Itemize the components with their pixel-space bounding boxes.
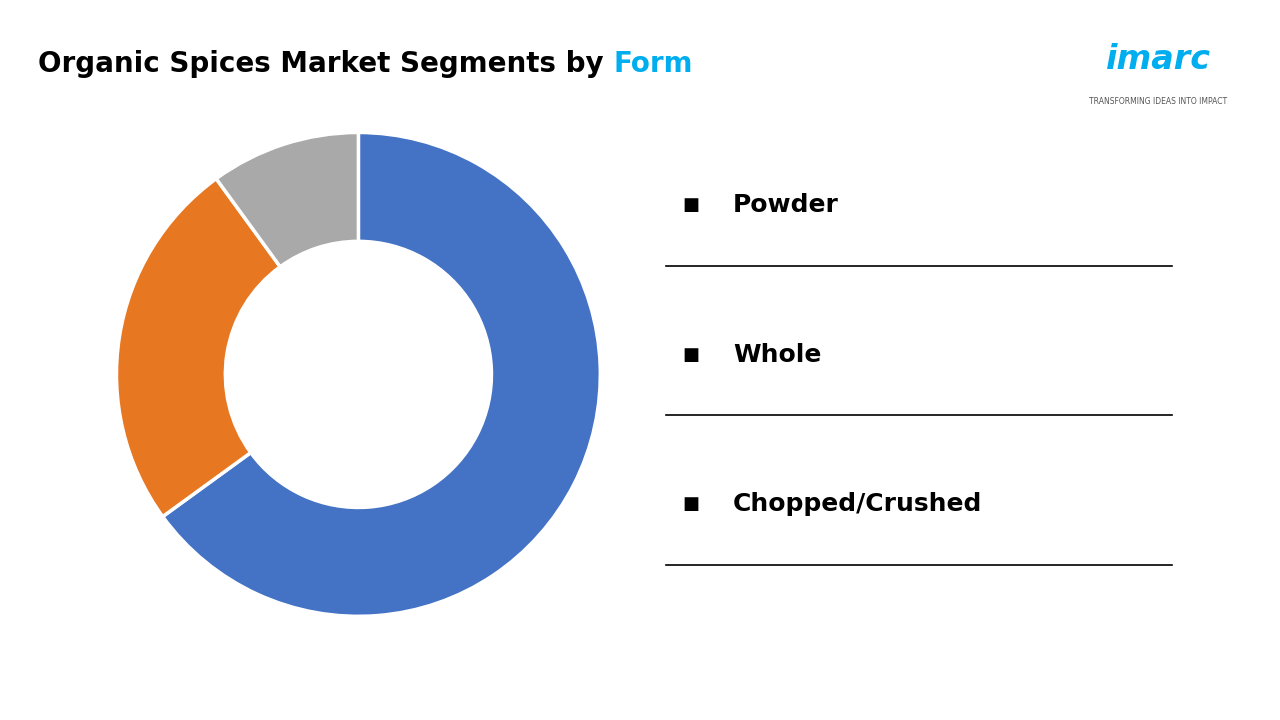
Text: ■: ■ bbox=[682, 346, 699, 364]
Text: Form: Form bbox=[613, 50, 694, 78]
Text: ■: ■ bbox=[682, 196, 699, 214]
Wedge shape bbox=[163, 132, 600, 616]
Text: imarc: imarc bbox=[1106, 43, 1211, 76]
Text: Organic Spices Market Segments by: Organic Spices Market Segments by bbox=[38, 50, 613, 78]
Text: Whole: Whole bbox=[733, 343, 822, 366]
Text: Chopped/Crushed: Chopped/Crushed bbox=[733, 492, 983, 516]
Wedge shape bbox=[116, 179, 280, 516]
Text: Powder: Powder bbox=[733, 193, 840, 217]
Wedge shape bbox=[216, 132, 358, 266]
Text: TRANSFORMING IDEAS INTO IMPACT: TRANSFORMING IDEAS INTO IMPACT bbox=[1089, 97, 1228, 107]
Text: ■: ■ bbox=[682, 495, 699, 513]
